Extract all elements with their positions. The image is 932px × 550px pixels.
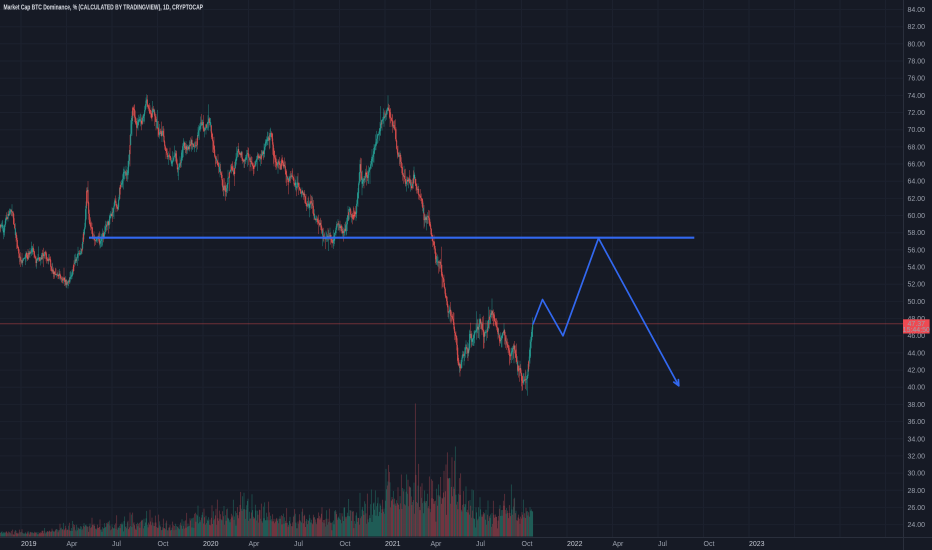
svg-text:2019: 2019 [21, 541, 37, 548]
svg-text:32.00: 32.00 [908, 453, 926, 460]
svg-text:70.00: 70.00 [908, 127, 926, 134]
svg-text:80.00: 80.00 [908, 41, 926, 48]
svg-text:82.00: 82.00 [908, 24, 926, 31]
svg-text:76.00: 76.00 [908, 76, 926, 83]
svg-text:72.00: 72.00 [908, 110, 926, 117]
svg-text:Oct: Oct [340, 541, 351, 548]
svg-text:62.00: 62.00 [908, 196, 926, 203]
svg-text:Jul: Jul [658, 541, 667, 548]
svg-text:24.00: 24.00 [908, 522, 926, 529]
svg-text:Jul: Jul [294, 541, 303, 548]
svg-text:40.00: 40.00 [908, 385, 926, 392]
svg-text:Apr: Apr [431, 541, 443, 548]
svg-text:68.00: 68.00 [908, 144, 926, 151]
svg-text:Jul: Jul [476, 541, 485, 548]
svg-text:28.00: 28.00 [908, 488, 926, 495]
svg-text:Market Cap BTC Dominance, % (C: Market Cap BTC Dominance, % (CALCULATED … [4, 3, 204, 12]
svg-text:2021: 2021 [385, 541, 401, 548]
svg-text:64.00: 64.00 [908, 179, 926, 186]
svg-text:58.00: 58.00 [908, 230, 926, 237]
svg-text:46.00: 46.00 [908, 333, 926, 340]
svg-text:66.00: 66.00 [908, 162, 926, 169]
svg-text:50.00: 50.00 [908, 299, 926, 306]
svg-text:74.00: 74.00 [908, 93, 926, 100]
svg-text:Oct: Oct [158, 541, 169, 548]
svg-text:54.00: 54.00 [908, 265, 926, 272]
svg-text:Oct: Oct [704, 541, 715, 548]
svg-text:2023: 2023 [749, 541, 765, 548]
svg-text:2020: 2020 [203, 541, 219, 548]
svg-text:44.00: 44.00 [908, 350, 926, 357]
svg-text:26.00: 26.00 [908, 505, 926, 512]
svg-text:Jul: Jul [112, 541, 121, 548]
svg-text:84.00: 84.00 [908, 7, 926, 14]
svg-text:52.00: 52.00 [908, 282, 926, 289]
svg-text:Apr: Apr [67, 541, 79, 548]
svg-text:38.00: 38.00 [908, 402, 926, 409]
svg-text:60.00: 60.00 [908, 213, 926, 220]
svg-text:78.00: 78.00 [908, 59, 926, 66]
svg-text:56.00: 56.00 [908, 247, 926, 254]
svg-text:47.37: 47.37 [908, 321, 926, 328]
svg-text:2022: 2022 [567, 541, 583, 548]
svg-text:34.00: 34.00 [908, 436, 926, 443]
svg-text:Oct: Oct [522, 541, 533, 548]
svg-text:36.00: 36.00 [908, 419, 926, 426]
svg-text:Apr: Apr [613, 541, 625, 548]
svg-text:42.00: 42.00 [908, 368, 926, 375]
svg-text:30.00: 30.00 [908, 471, 926, 478]
svg-text:15:44:50: 15:44:50 [903, 327, 930, 334]
svg-text:Apr: Apr [249, 541, 261, 548]
